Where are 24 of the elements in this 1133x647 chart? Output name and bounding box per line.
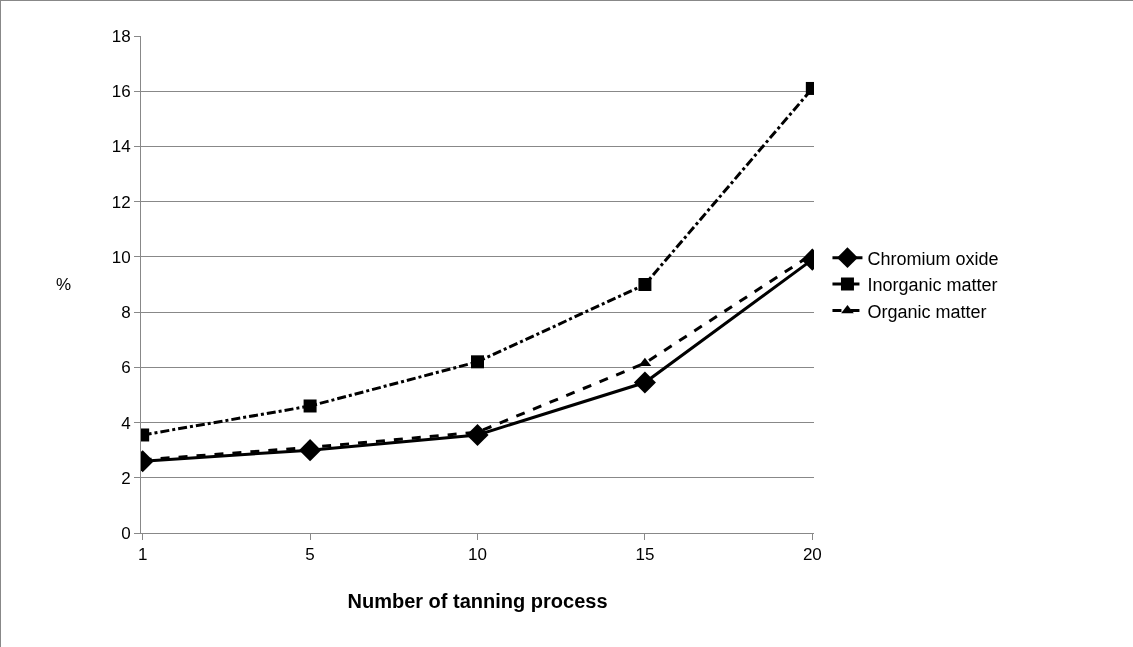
y-axis-title: % bbox=[56, 275, 72, 294]
x-tick-label: 5 bbox=[305, 545, 315, 565]
legend-label: Organic matter bbox=[867, 301, 987, 322]
y-tick-label: 16 bbox=[111, 82, 131, 102]
legend-label: Chromium oxide bbox=[867, 248, 999, 269]
x-tick-label: 15 bbox=[635, 545, 655, 565]
y-tick-label: 14 bbox=[111, 137, 131, 157]
y-tick-label: 6 bbox=[121, 358, 131, 378]
x-tick-label: 10 bbox=[468, 545, 487, 565]
y-tick-label: 0 bbox=[121, 523, 131, 543]
x-axis-title: Number of tanning process bbox=[347, 589, 608, 612]
x-tick-label: 20 bbox=[802, 545, 822, 565]
legend-label: Inorganic matter bbox=[867, 275, 998, 296]
x-tick-label: 1 bbox=[137, 545, 148, 565]
y-tick-label: 18 bbox=[111, 26, 131, 46]
y-tick-label: 2 bbox=[121, 468, 131, 488]
point bbox=[471, 355, 484, 369]
y-tick-label: 4 bbox=[121, 413, 131, 433]
y-tick-label: 12 bbox=[111, 192, 131, 212]
y-tick-label: 8 bbox=[121, 303, 131, 323]
point bbox=[303, 399, 317, 413]
point bbox=[633, 371, 656, 394]
point bbox=[638, 278, 652, 291]
y-tick-label: 10 bbox=[111, 247, 131, 267]
